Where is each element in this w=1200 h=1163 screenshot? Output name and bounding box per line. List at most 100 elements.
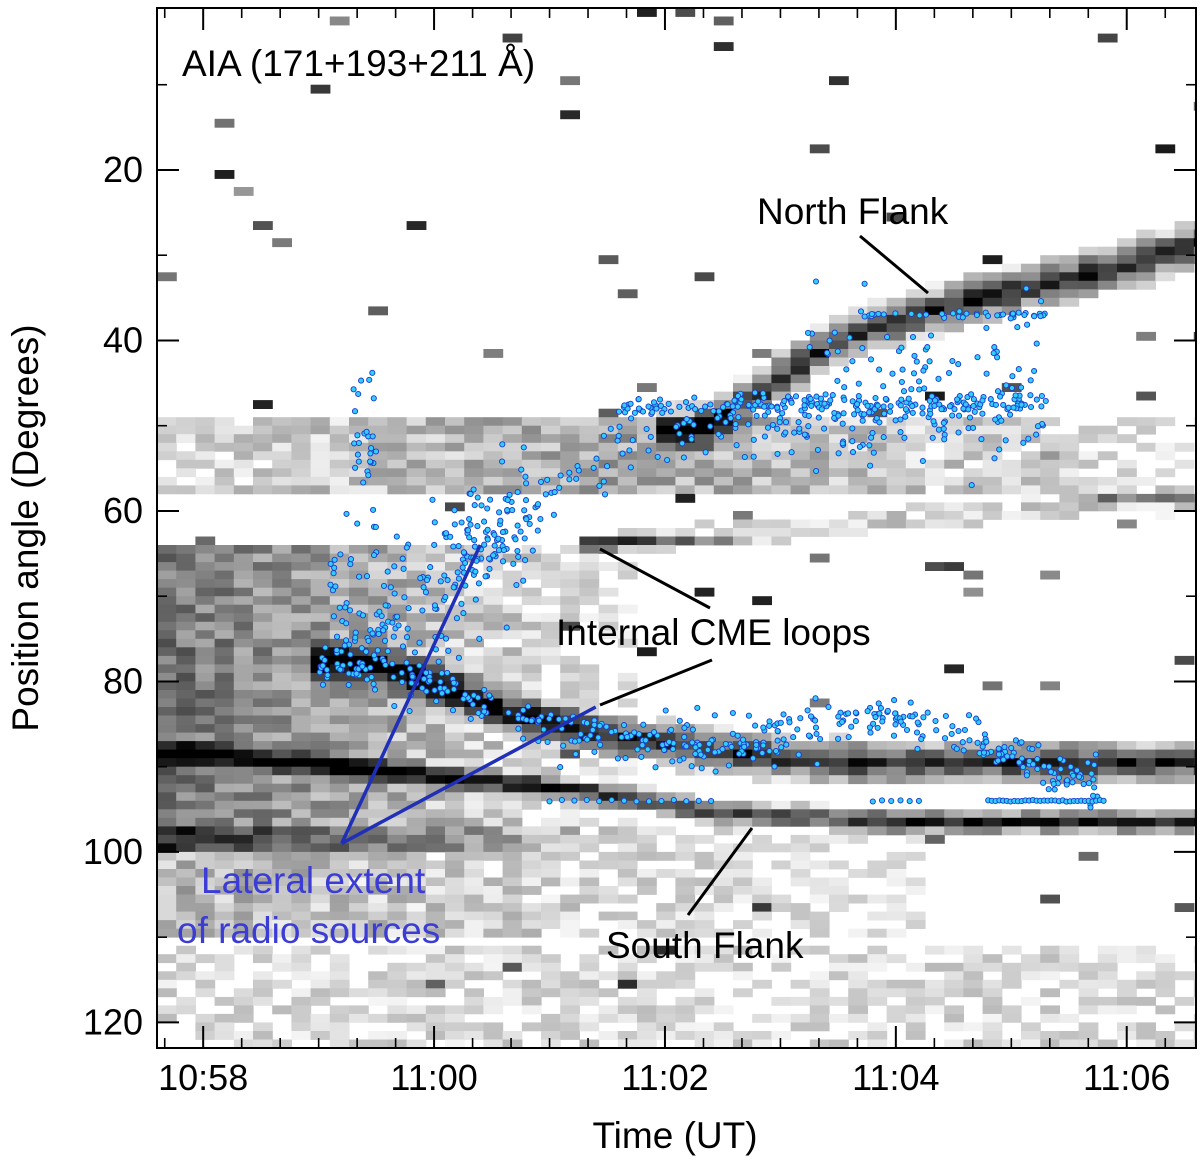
radio-source-point xyxy=(777,719,784,726)
intensity-cell xyxy=(541,962,561,972)
radio-source-point xyxy=(342,604,349,611)
intensity-cell xyxy=(368,1013,388,1023)
intensity-cell xyxy=(445,553,465,563)
intensity-cell xyxy=(982,996,1003,1006)
intensity-cell xyxy=(214,579,235,588)
intensity-cell xyxy=(310,562,331,571)
intensity-cell xyxy=(176,886,196,895)
intensity-cell xyxy=(1021,417,1041,427)
radio-source-point xyxy=(374,647,381,654)
intensity-cell xyxy=(406,596,427,606)
y-tick-label: 120 xyxy=(83,1001,143,1042)
intensity-cell xyxy=(1001,1005,1022,1015)
intensity-cell xyxy=(771,860,792,870)
intensity-cell xyxy=(425,817,446,827)
intensity-cell xyxy=(329,894,350,904)
intensity-cell xyxy=(329,1031,350,1040)
radio-source-point xyxy=(429,496,436,503)
radio-source-point xyxy=(959,314,966,321)
intensity-cell xyxy=(579,928,600,938)
radio-source-point xyxy=(571,797,578,804)
intensity-cell xyxy=(637,724,657,733)
intensity-cell xyxy=(157,826,177,836)
intensity-cell xyxy=(1136,817,1156,827)
radio-source-point xyxy=(1037,313,1044,320)
radio-source-point xyxy=(407,665,414,672)
radio-source-point xyxy=(927,410,934,417)
intensity-cell xyxy=(637,928,657,938)
radio-source-point xyxy=(571,738,578,745)
intensity-cell xyxy=(541,843,561,853)
intensity-cell xyxy=(349,741,369,750)
intensity-cell xyxy=(656,1031,676,1040)
radio-source-point xyxy=(1012,392,1019,399)
intensity-cell xyxy=(387,1013,408,1023)
intensity-cell xyxy=(195,587,216,597)
intensity-cell xyxy=(1040,476,1060,486)
intensity-cell xyxy=(195,860,216,870)
intensity-cell xyxy=(905,920,926,929)
intensity-cell xyxy=(1097,979,1118,989)
radio-source-point xyxy=(760,390,767,397)
intensity-cell xyxy=(790,434,811,444)
radio-source-point xyxy=(504,507,511,514)
intensity-cell xyxy=(598,715,619,725)
intensity-cell xyxy=(560,979,580,989)
intensity-cell xyxy=(195,553,216,563)
intensity-cell xyxy=(637,434,657,444)
intensity-cell xyxy=(310,758,331,768)
radio-source-points xyxy=(316,278,1107,811)
intensity-cell xyxy=(387,903,408,912)
radio-source-point xyxy=(416,662,423,669)
intensity-cell xyxy=(1078,280,1099,290)
intensity-cell xyxy=(982,476,1003,486)
intensity-cell xyxy=(349,775,369,785)
intensity-cell xyxy=(637,741,657,750)
intensity-cell xyxy=(406,979,427,989)
intensity-cell xyxy=(771,476,792,486)
intensity-cell xyxy=(253,766,273,776)
intensity-cell xyxy=(771,954,792,964)
radio-source-point xyxy=(534,527,541,534)
intensity-cell xyxy=(483,928,504,938)
intensity-cell xyxy=(1155,502,1176,512)
intensity-cell xyxy=(598,971,619,981)
intensity-cell xyxy=(1193,238,1196,248)
intensity-cell xyxy=(886,877,907,887)
intensity-cell xyxy=(1155,511,1176,520)
intensity-cell xyxy=(886,1005,907,1015)
intensity-cell xyxy=(272,741,292,750)
intensity-cell xyxy=(387,553,408,563)
intensity-cell xyxy=(329,800,350,810)
intensity-cell xyxy=(656,1013,676,1023)
intensity-cell xyxy=(329,613,350,623)
intensity-cell xyxy=(1136,775,1156,785)
radio-source-point xyxy=(408,680,415,687)
intensity-cell xyxy=(253,664,273,674)
radio-source-point xyxy=(867,356,875,363)
intensity-cell xyxy=(1021,954,1041,964)
intensity-cell xyxy=(1136,826,1156,836)
intensity-cell xyxy=(253,638,273,648)
intensity-cell xyxy=(752,425,772,435)
intensity-cell xyxy=(809,971,830,981)
intensity-cell xyxy=(886,331,907,341)
intensity-cell xyxy=(214,894,235,904)
intensity-cell xyxy=(1097,280,1118,290)
intensity-cell xyxy=(483,349,504,358)
intensity-cell xyxy=(349,749,369,759)
intensity-cell xyxy=(502,647,523,657)
intensity-cell xyxy=(867,485,888,495)
intensity-cell xyxy=(944,766,964,776)
radio-source-point xyxy=(866,724,873,731)
intensity-cell xyxy=(617,826,638,836)
y-tick-label: 60 xyxy=(103,490,143,531)
radio-source-point xyxy=(1015,366,1022,373)
intensity-cell xyxy=(1136,442,1156,452)
intensity-cell xyxy=(1059,817,1080,827)
intensity-cell xyxy=(733,1039,753,1048)
intensity-cell xyxy=(291,877,312,887)
radio-source-point xyxy=(804,707,811,714)
intensity-cell xyxy=(1193,758,1196,768)
intensity-cell xyxy=(233,442,254,452)
